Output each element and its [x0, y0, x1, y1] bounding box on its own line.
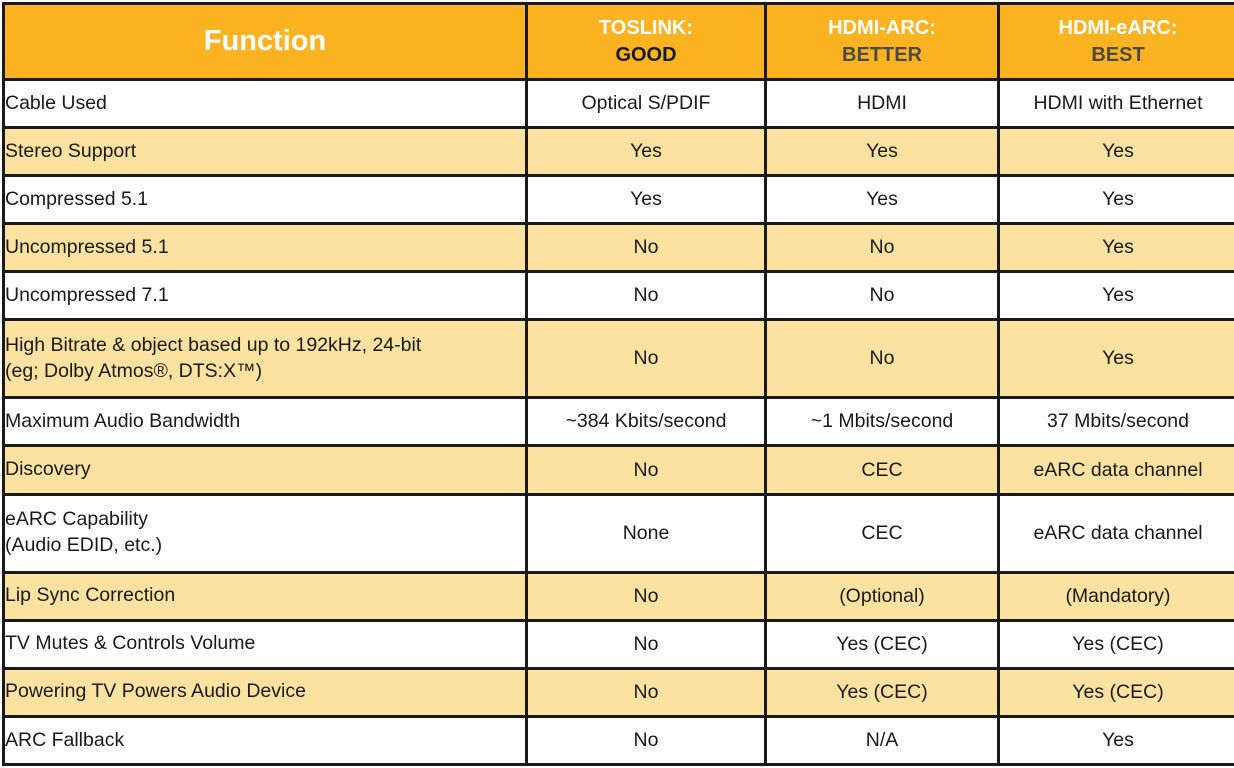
hdmi-arc-value: ~1 Mbits/second [764, 396, 1000, 448]
row-function-label: Lip Sync Correction [2, 570, 528, 622]
hdmi-earc-value: (Mandatory) [997, 570, 1234, 622]
row-function-label: TV Mutes & Controls Volume [2, 618, 528, 670]
hdmi-arc-value: N/A [764, 714, 1000, 767]
table-row-high-bitrate: High Bitrate & object based up to 192kHz… [2, 318, 1234, 400]
hdmi-arc-value: No [764, 318, 1000, 400]
hdmi-arc-column-label: HDMI-ARC: [828, 16, 936, 39]
function-column-header: Function [2, 2, 528, 81]
table-row-tv-mutes-controls-volume: TV Mutes & Controls Volume No Yes (CEC) … [2, 618, 1234, 670]
row-function-text: Compressed 5.1 [5, 187, 149, 210]
table-row-lip-sync-correction: Lip Sync Correction No (Optional) (Manda… [2, 570, 1234, 622]
toslink-value: No [525, 618, 767, 670]
hdmi-arc-value: HDMI [764, 77, 1000, 130]
row-function-text: Maximum Audio Bandwidth [5, 410, 241, 433]
hdmi-arc-column-header: HDMI-ARC: BETTER [764, 2, 1000, 81]
table-row-stereo-support: Stereo Support Yes Yes Yes [2, 126, 1234, 178]
row-function-text: Lip Sync Correction [5, 584, 176, 607]
hdmi-earc-column-label: HDMI-eARC: [1058, 16, 1178, 39]
row-function-text: High Bitrate & object based up to 192kHz… [5, 334, 422, 357]
row-function-text: Uncompressed 7.1 [5, 283, 169, 306]
toslink-value: None [525, 492, 767, 574]
row-function-text: Powering TV Powers Audio Device [5, 680, 306, 703]
hdmi-arc-value: (Optional) [764, 570, 1000, 622]
row-function-label: Cable Used [2, 77, 528, 130]
hdmi-earc-rating-badge: BEST [1091, 43, 1145, 66]
hdmi-earc-value: Yes [997, 318, 1234, 400]
table-row-powering-tv-powers-audio-device: Powering TV Powers Audio Device No Yes (… [2, 666, 1234, 718]
row-function-note: (Audio EDID, etc.) [5, 534, 163, 557]
row-function-text: ARC Fallback [5, 728, 125, 751]
hdmi-earc-value: Yes [997, 222, 1234, 274]
hdmi-earc-value: Yes [997, 270, 1234, 322]
row-function-label: Uncompressed 5.1 [2, 222, 528, 274]
hdmi-arc-value: No [764, 270, 1000, 322]
table-row-compressed-5-1: Compressed 5.1 Yes Yes Yes [2, 174, 1234, 226]
toslink-value: Optical S/PDIF [525, 77, 767, 130]
toslink-value: No [525, 318, 767, 400]
row-function-label: Maximum Audio Bandwidth [2, 396, 528, 448]
table-row-discovery: Discovery No CEC eARC data channel [2, 444, 1234, 496]
row-function-note: (eg; Dolby Atmos®, DTS:X™) [5, 359, 263, 382]
toslink-value: ~384 Kbits/second [525, 396, 767, 448]
toslink-value: No [525, 444, 767, 496]
hdmi-arc-value: CEC [764, 492, 1000, 574]
toslink-value: No [525, 270, 767, 322]
row-function-text: Stereo Support [5, 139, 137, 162]
toslink-value: No [525, 222, 767, 274]
hdmi-earc-value: 37 Mbits/second [997, 396, 1234, 448]
hdmi-arc-value: Yes (CEC) [764, 666, 1000, 718]
hdmi-arc-value: Yes [764, 126, 1000, 178]
row-function-text: Discovery [5, 458, 91, 481]
hdmi-earc-column-header: HDMI-eARC: BEST [997, 2, 1234, 81]
toslink-rating-badge: GOOD [615, 43, 677, 66]
toslink-value: No [525, 570, 767, 622]
row-function-text: Uncompressed 5.1 [5, 235, 169, 258]
hdmi-arc-value: Yes (CEC) [764, 618, 1000, 670]
toslink-value: Yes [525, 174, 767, 226]
row-function-text: TV Mutes & Controls Volume [5, 632, 256, 655]
toslink-column-header: TOSLINK: GOOD [525, 2, 767, 81]
table-row-earc-capability: eARC Capability (Audio EDID, etc.) None … [2, 492, 1234, 574]
row-function-label: Stereo Support [2, 126, 528, 178]
row-function-text: Cable Used [5, 91, 107, 114]
table-row-uncompressed-7-1: Uncompressed 7.1 No No Yes [2, 270, 1234, 322]
hdmi-earc-value: Yes [997, 714, 1234, 767]
row-function-label: Powering TV Powers Audio Device [2, 666, 528, 718]
table-row-maximum-audio-bandwidth: Maximum Audio Bandwidth ~384 Kbits/secon… [2, 396, 1234, 448]
table-row-arc-fallback: ARC Fallback No N/A Yes [2, 714, 1234, 767]
hdmi-arc-rating-badge: BETTER [842, 43, 922, 66]
table-row-cable-used: Cable Used Optical S/PDIF HDMI HDMI with… [2, 77, 1234, 130]
hdmi-arc-value: CEC [764, 444, 1000, 496]
hdmi-earc-value: eARC data channel [997, 492, 1234, 574]
hdmi-earc-value: Yes (CEC) [997, 618, 1234, 670]
hdmi-earc-value: Yes (CEC) [997, 666, 1234, 718]
table-row-uncompressed-5-1: Uncompressed 5.1 No No Yes [2, 222, 1234, 274]
row-function-label: Discovery [2, 444, 528, 496]
toslink-value: No [525, 714, 767, 767]
hdmi-earc-value: eARC data channel [997, 444, 1234, 496]
row-function-label: eARC Capability (Audio EDID, etc.) [2, 492, 528, 574]
hdmi-earc-value: Yes [997, 174, 1234, 226]
row-function-label: Uncompressed 7.1 [2, 270, 528, 322]
row-function-label: ARC Fallback [2, 714, 528, 767]
toslink-column-label: TOSLINK: [598, 16, 694, 39]
hdmi-earc-value: HDMI with Ethernet [997, 77, 1234, 130]
row-function-text: eARC Capability [5, 508, 149, 531]
table-header-row: Function TOSLINK: GOOD HDMI-ARC: BETTER … [2, 2, 1234, 81]
hdmi-arc-value: Yes [764, 174, 1000, 226]
hdmi-arc-value: No [764, 222, 1000, 274]
row-function-label: Compressed 5.1 [2, 174, 528, 226]
toslink-value: Yes [525, 126, 767, 178]
row-function-label: High Bitrate & object based up to 192kHz… [2, 318, 528, 400]
toslink-value: No [525, 666, 767, 718]
hdmi-earc-value: Yes [997, 126, 1234, 178]
